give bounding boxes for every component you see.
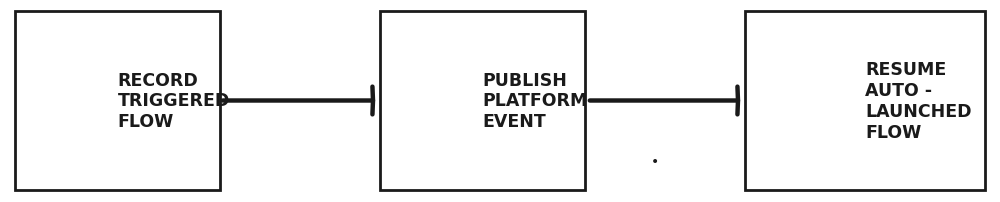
FancyBboxPatch shape xyxy=(15,12,220,190)
FancyBboxPatch shape xyxy=(745,12,985,190)
Text: RECORD
TRIGGERED
FLOW: RECORD TRIGGERED FLOW xyxy=(118,71,230,131)
Text: RESUME
AUTO -
LAUNCHED
FLOW: RESUME AUTO - LAUNCHED FLOW xyxy=(865,61,972,141)
FancyBboxPatch shape xyxy=(380,12,585,190)
Text: PUBLISH
PLATFORM
EVENT: PUBLISH PLATFORM EVENT xyxy=(482,71,588,131)
Text: •: • xyxy=(651,155,659,168)
